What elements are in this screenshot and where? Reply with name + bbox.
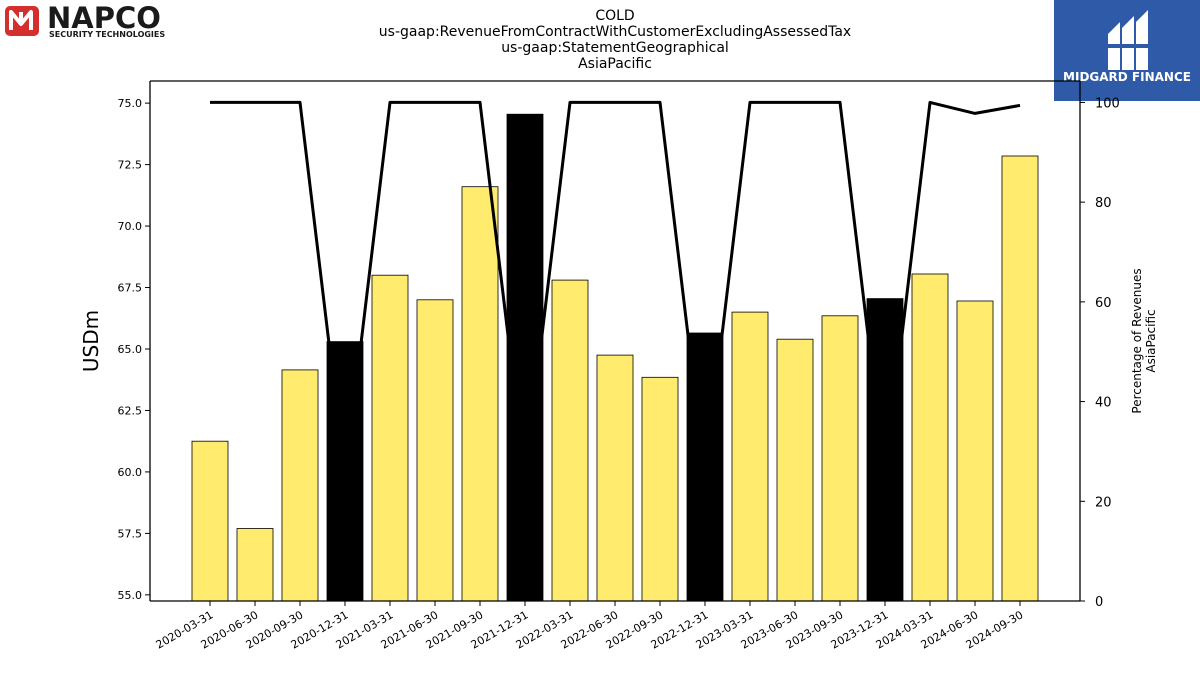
y2-tick-label: 40 <box>1095 396 1112 411</box>
chart-title-line: us-gaap:RevenueFromContractWithCustomerE… <box>379 24 851 40</box>
bar-2023-12-31 <box>866 298 904 602</box>
y2-axis-label-line: AsiaPacific <box>1144 309 1158 372</box>
napco-logo-tagline: SECURITY TECHNOLOGIES <box>49 30 165 39</box>
bar-2020-06-30 <box>236 528 274 602</box>
y2-tick-label: 20 <box>1095 495 1112 510</box>
x-axis-ticks: 2020-03-312020-06-302020-09-302020-12-31… <box>154 601 1026 652</box>
bar-2022-06-30 <box>596 354 634 602</box>
y2-axis-label: Percentage of Revenues AsiaPacific <box>1130 268 1158 413</box>
bar-2021-06-30 <box>416 299 454 602</box>
y-tick-label: 62.5 <box>118 404 143 417</box>
bar-2023-03-31 <box>731 311 769 602</box>
bars <box>191 113 1039 602</box>
bar-2022-09-30 <box>641 376 679 602</box>
y2-tick-label: 60 <box>1095 296 1112 311</box>
percentage-line-path <box>210 100 1021 478</box>
y-tick-label: 65.0 <box>118 343 143 356</box>
y-tick-label: 72.5 <box>118 159 143 172</box>
y2-tick-label: 80 <box>1095 196 1112 211</box>
napco-logo-name: NAPCO <box>47 1 161 35</box>
napco-logo: NAPCO SECURITY TECHNOLOGIES <box>5 1 165 39</box>
percentage-line <box>210 100 1021 478</box>
chart-title-line: AsiaPacific <box>578 56 652 72</box>
bar-2024-06-30 <box>956 300 994 602</box>
y2-tick-label: 100 <box>1095 96 1120 111</box>
bar-2021-03-31 <box>371 274 409 602</box>
bar-2024-03-31 <box>911 273 949 602</box>
bar-2020-09-30 <box>281 369 319 602</box>
chart-title-line: COLD <box>595 8 634 24</box>
y-axis-ticks: 55.0 57.5 60.0 62.5 65.0 67.5 70.0 72.5 75.0 <box>118 97 150 602</box>
y-tick-label: 67.5 <box>118 282 143 295</box>
midgard-logo-name: MIDGARD FINANCE <box>1063 70 1191 84</box>
bar-2023-09-30 <box>821 315 859 602</box>
midgard-logo: MIDGARD FINANCE <box>1054 0 1200 101</box>
y-tick-label: 70.0 <box>118 220 143 233</box>
bar-2021-12-31 <box>506 113 544 602</box>
y-tick-label: 57.5 <box>118 527 143 540</box>
bar-2023-06-30 <box>776 338 814 602</box>
napco-logo-mark-stroke <box>9 10 33 30</box>
chart-title: COLDus-gaap:RevenueFromContractWithCusto… <box>379 8 851 72</box>
y-tick-label: 55.0 <box>118 589 143 602</box>
chart-title-line: us-gaap:StatementGeographical <box>501 40 729 56</box>
y2-tick-label: 0 <box>1095 595 1103 610</box>
y-tick-label: 60.0 <box>118 466 143 479</box>
bar-2020-03-31 <box>191 440 229 602</box>
y-axis-label: USDm <box>79 310 103 372</box>
y2-axis-ticks: 0 20 40 60 80 100 <box>1080 96 1120 610</box>
bar-2022-03-31 <box>551 279 589 602</box>
bar-2024-09-30 <box>1001 155 1039 602</box>
y-tick-label: 75.0 <box>118 97 143 110</box>
bar-2021-09-30 <box>461 186 499 602</box>
y2-axis-label-line: Percentage of Revenues <box>1130 268 1144 413</box>
midgard-logo-mark-icon <box>1108 10 1148 70</box>
